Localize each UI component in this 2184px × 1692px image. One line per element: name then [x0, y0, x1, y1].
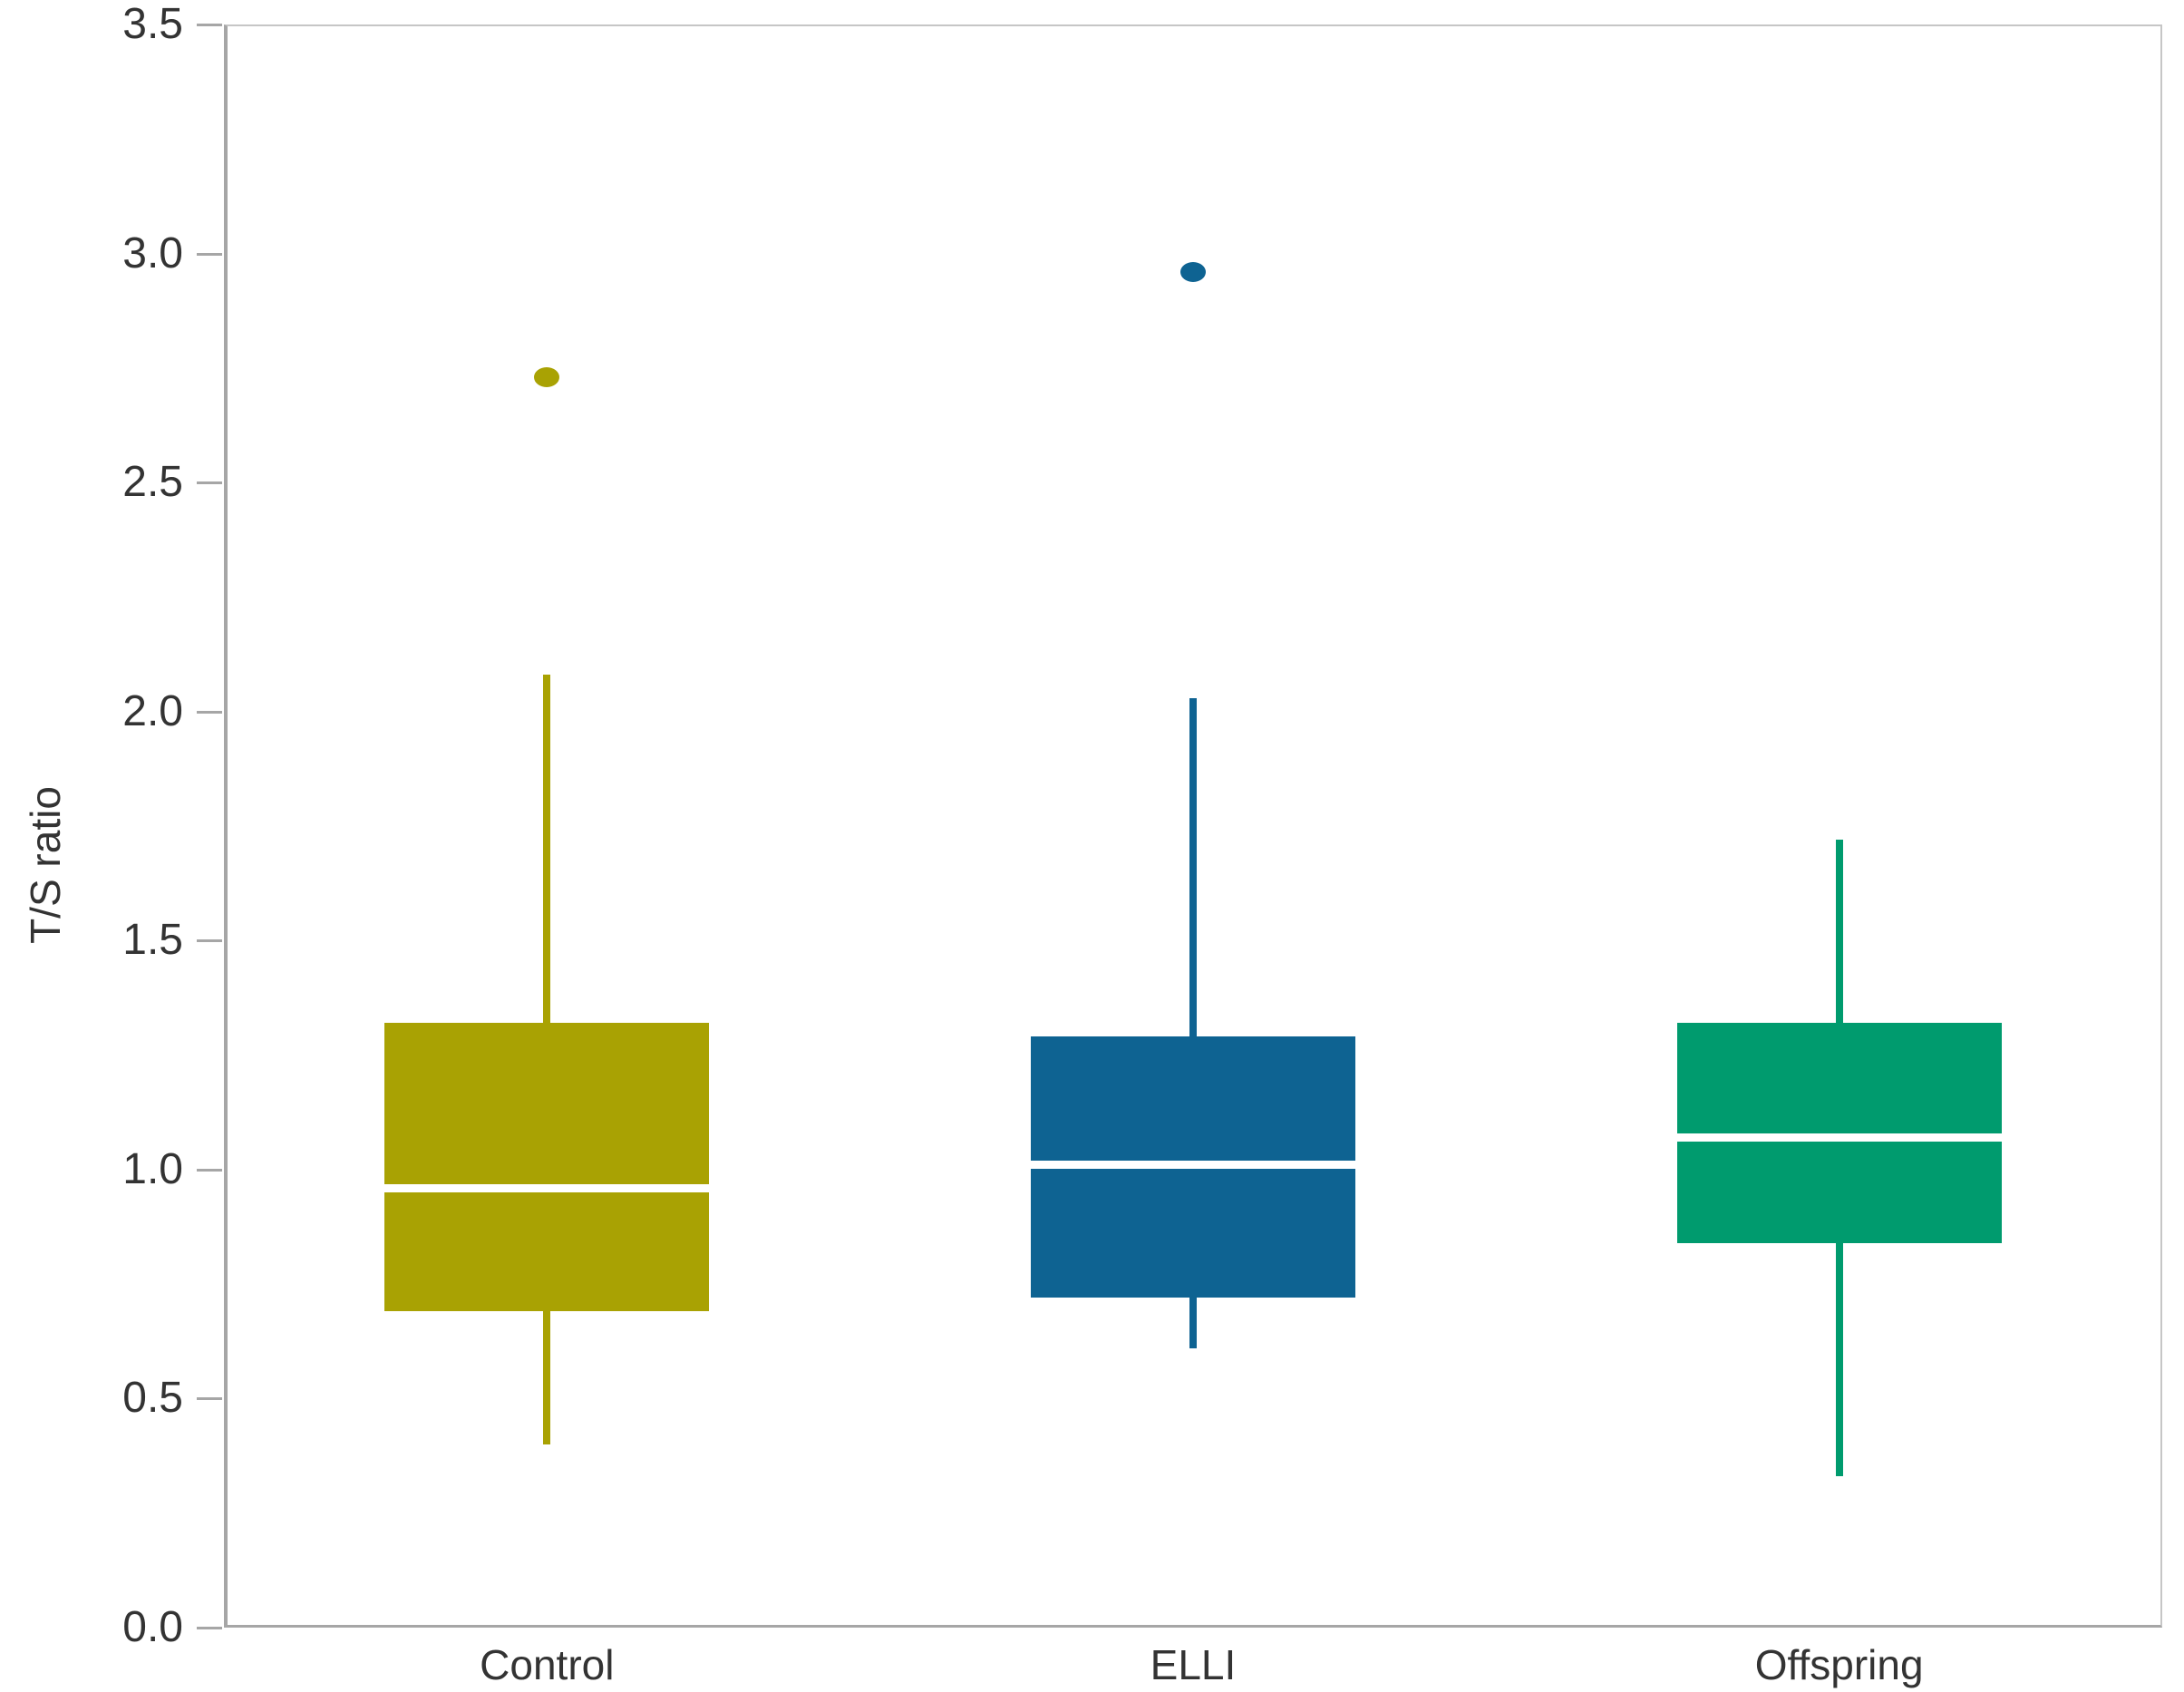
- y-tick-label: 2.0: [122, 686, 183, 735]
- box-control: [384, 1023, 710, 1312]
- y-tick-label: 0.0: [122, 1603, 183, 1651]
- y-tick-label: 0.5: [122, 1374, 183, 1423]
- y-tick-label: 1.0: [122, 1144, 183, 1193]
- y-tick-mark: [197, 710, 222, 714]
- y-tick-mark: [197, 1168, 222, 1172]
- y-tick-mark: [197, 24, 222, 26]
- x-category-label-offspring: Offspring: [1754, 1641, 1924, 1688]
- box-offspring: [1676, 1023, 2002, 1243]
- y-axis-title: T/S ratio: [22, 786, 69, 944]
- median-line-elli: [1031, 1161, 1355, 1170]
- outlier-dot-elli: [1180, 261, 1206, 282]
- y-tick-label: 3.5: [122, 0, 183, 48]
- x-category-label-elli: ELLI: [1150, 1641, 1237, 1688]
- y-tick-label: 2.5: [122, 458, 183, 507]
- x-category-label-control: Control: [480, 1641, 615, 1688]
- y-tick-mark: [197, 481, 222, 485]
- whisker-elli: [1189, 697, 1197, 1348]
- outlier-dot-control: [534, 366, 560, 387]
- y-tick-mark: [197, 1627, 222, 1629]
- median-line-control: [384, 1183, 710, 1192]
- median-line-offspring: [1676, 1133, 2002, 1142]
- y-tick-mark: [197, 1397, 222, 1401]
- y-tick-label: 1.5: [122, 916, 183, 965]
- y-tick-mark: [197, 252, 222, 256]
- y-tick-mark: [197, 939, 222, 943]
- y-tick-label: 3.0: [122, 229, 183, 277]
